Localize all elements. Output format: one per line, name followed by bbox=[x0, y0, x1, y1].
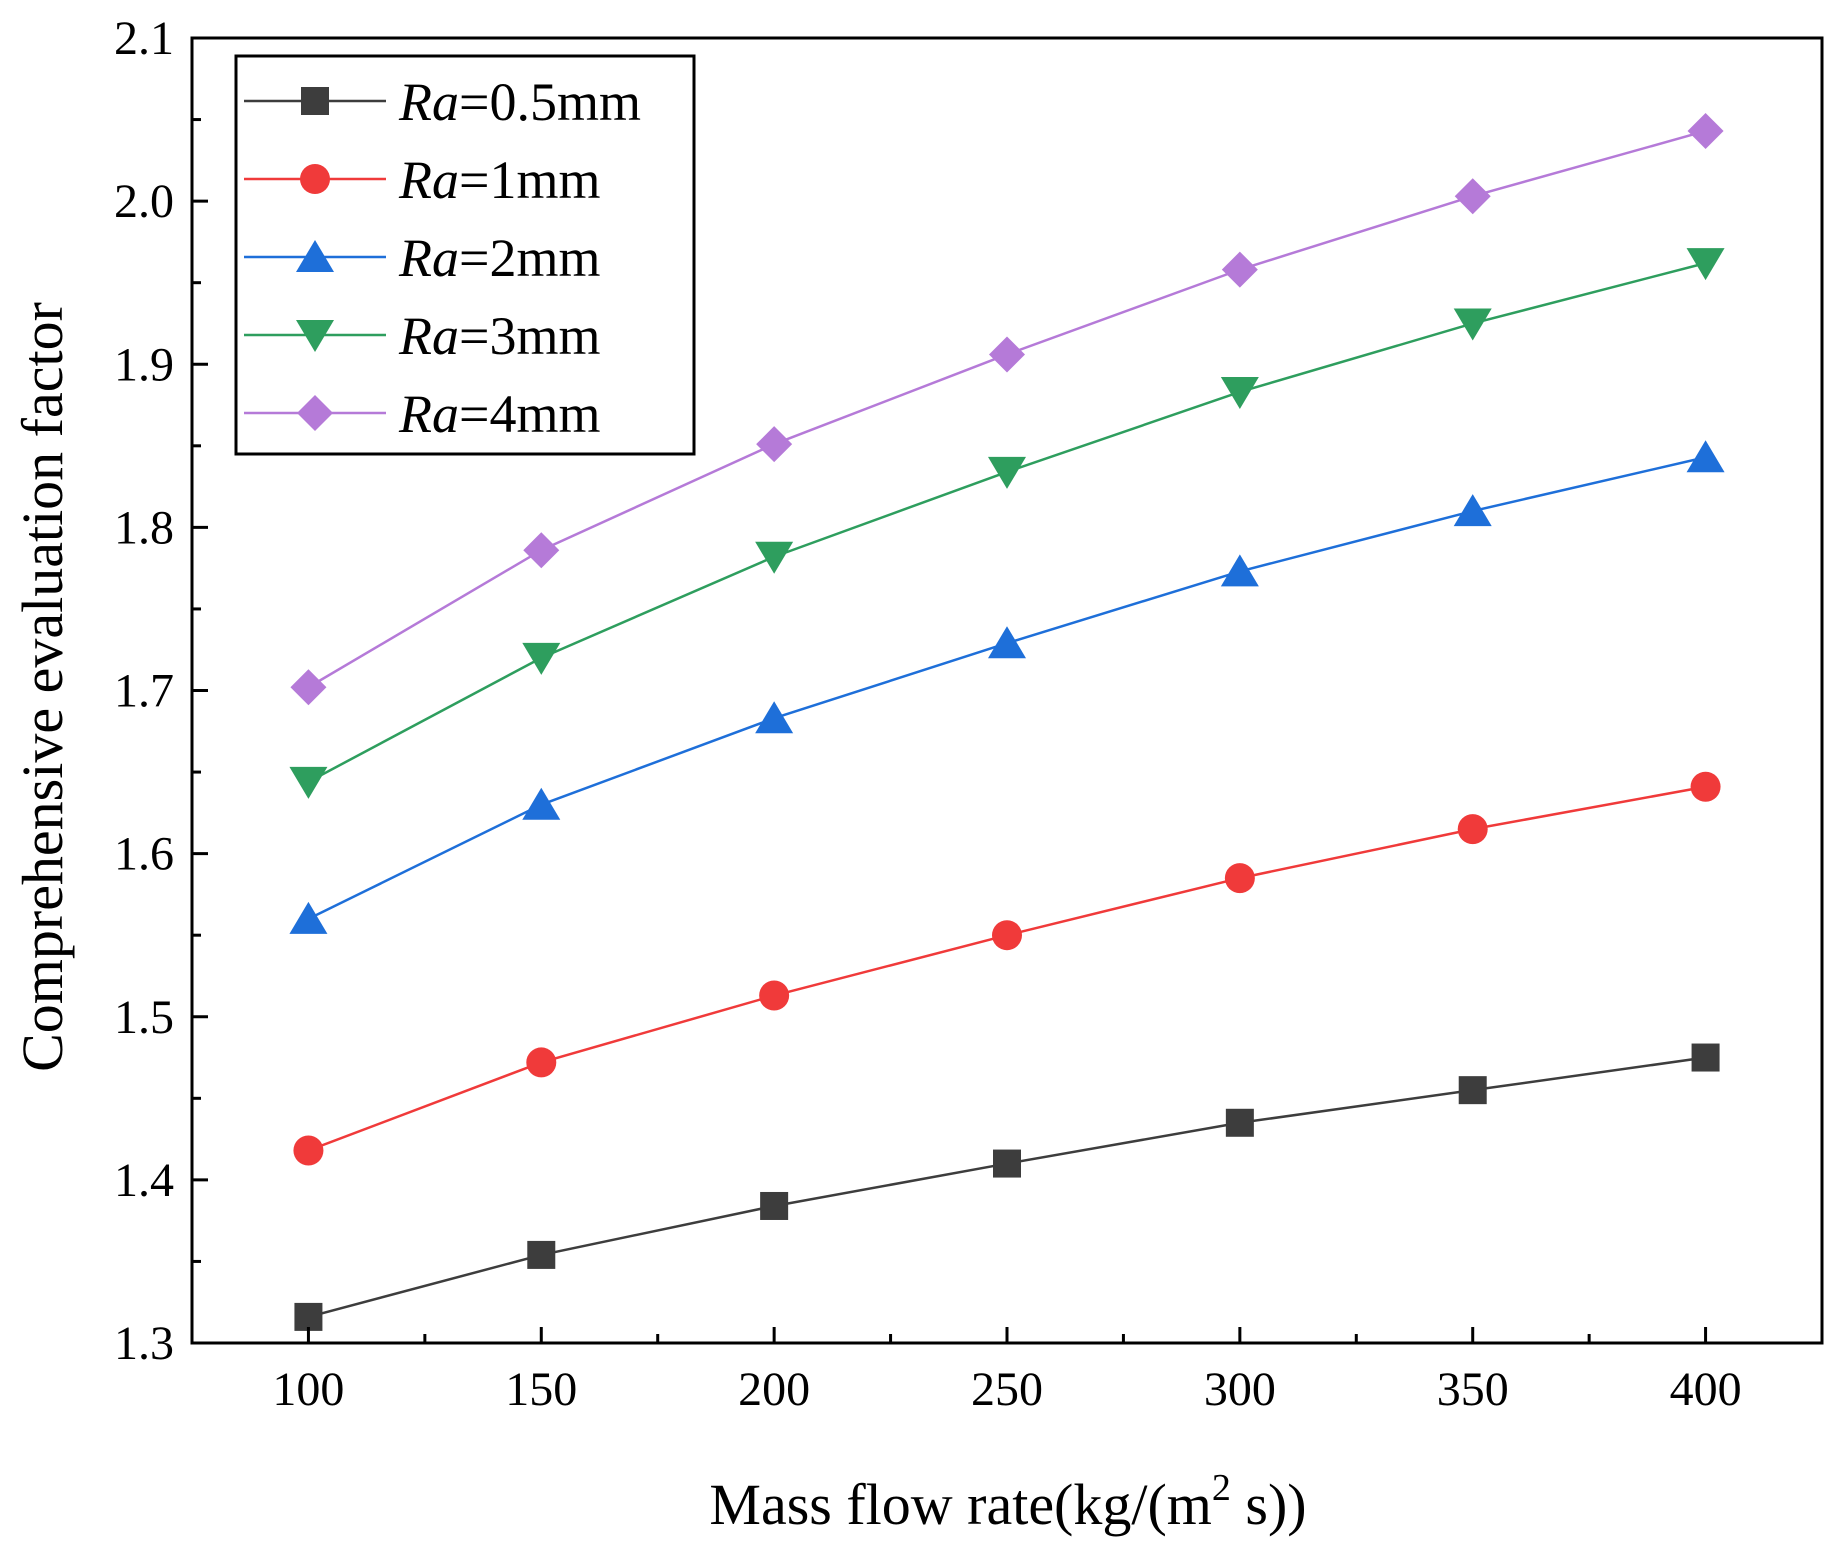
data-point bbox=[1686, 248, 1725, 281]
x-tick-label: 200 bbox=[738, 1363, 810, 1416]
x-tick-label: 350 bbox=[1437, 1363, 1509, 1416]
axes bbox=[190, 36, 1824, 1345]
legend-marker bbox=[301, 87, 329, 115]
data-point bbox=[755, 541, 794, 574]
x-axis-title-main: Mass flow rate(kg/(m bbox=[709, 1472, 1212, 1537]
data-point bbox=[988, 626, 1026, 659]
data-point bbox=[289, 766, 328, 799]
y-tick-label: 1.3 bbox=[114, 1317, 174, 1370]
legend-marker bbox=[297, 395, 333, 431]
data-point bbox=[1454, 178, 1491, 215]
data-point bbox=[526, 1047, 557, 1078]
data-point bbox=[1220, 376, 1259, 409]
tick-labels: 100 150 200 250 300 350 400 1.3 1.4 1.5 1.6 1.7 1.8 1… bbox=[114, 12, 1742, 1416]
data-point bbox=[756, 426, 793, 463]
legend-marker bbox=[296, 320, 334, 352]
data-point bbox=[527, 1240, 556, 1269]
data-point bbox=[1458, 1076, 1487, 1105]
x-axis-title-tail: s)) bbox=[1231, 1472, 1307, 1537]
data-point bbox=[1687, 112, 1724, 149]
data-point bbox=[988, 456, 1026, 489]
data-point bbox=[760, 1191, 789, 1220]
x-tick-label: 150 bbox=[505, 1363, 577, 1416]
series-markers bbox=[289, 112, 1725, 1331]
y-axis-title: Comprehensive evaluation factor bbox=[10, 302, 75, 1072]
data-point bbox=[293, 1135, 324, 1166]
legend-label-italic: Ra bbox=[398, 228, 459, 288]
data-point bbox=[522, 642, 561, 675]
data-point bbox=[294, 1302, 323, 1331]
data-point bbox=[290, 669, 327, 706]
data-point bbox=[1690, 771, 1721, 802]
x-tick-label: 300 bbox=[1204, 1363, 1276, 1416]
legend-label-rest: =4mm bbox=[459, 384, 600, 444]
x-tick-label: 100 bbox=[272, 1363, 344, 1416]
legend-label: Ra=2mm bbox=[398, 228, 600, 288]
data-point bbox=[289, 901, 328, 934]
data-point bbox=[1220, 554, 1259, 587]
data-point bbox=[1691, 1043, 1720, 1072]
legend-label-rest: =3mm bbox=[459, 306, 600, 366]
legend-label: Ra=4mm bbox=[398, 384, 600, 444]
legend-label-italic: Ra bbox=[398, 306, 459, 366]
x-axis-title-superscript: 2 bbox=[1212, 1467, 1231, 1509]
legend-marker bbox=[296, 240, 334, 272]
data-point bbox=[1224, 863, 1255, 894]
data-point bbox=[759, 980, 790, 1011]
data-point bbox=[989, 336, 1025, 373]
legend-label: Ra=1mm bbox=[398, 150, 600, 210]
data-point bbox=[1686, 440, 1725, 473]
legend-label-rest: =2mm bbox=[459, 228, 600, 288]
series-line bbox=[308, 1056, 1706, 1319]
y-tick-label: 1.8 bbox=[114, 501, 174, 554]
x-tick-label: 400 bbox=[1670, 1363, 1742, 1416]
data-point bbox=[992, 920, 1022, 951]
data-point bbox=[1457, 814, 1488, 845]
legend-label-italic: Ra bbox=[398, 72, 459, 132]
x-axis-title: Mass flow rate(kg/(m2 s)) bbox=[709, 1467, 1306, 1537]
legend-label-italic: Ra bbox=[398, 384, 459, 444]
y-tick-label: 2.0 bbox=[114, 175, 174, 228]
legend-label-italic: Ra bbox=[398, 150, 459, 210]
series-line bbox=[307, 456, 1706, 920]
y-tick-label: 1.9 bbox=[114, 338, 174, 391]
y-tick-label: 1.4 bbox=[114, 1154, 174, 1207]
data-point bbox=[993, 1149, 1021, 1178]
data-point bbox=[1453, 494, 1492, 527]
data-point bbox=[522, 787, 561, 820]
y-tick-label: 1.7 bbox=[114, 665, 174, 718]
data-point bbox=[1453, 308, 1492, 341]
data-point bbox=[523, 532, 560, 569]
data-point bbox=[1225, 1108, 1254, 1137]
data-point bbox=[755, 701, 794, 734]
data-point bbox=[1221, 251, 1258, 288]
legend-label-rest: =1mm bbox=[459, 150, 600, 210]
legend-label: Ra=3mm bbox=[398, 306, 600, 366]
legend-marker bbox=[300, 164, 330, 194]
y-tick-label: 1.6 bbox=[114, 828, 174, 881]
y-tick-label: 1.5 bbox=[114, 991, 174, 1044]
x-tick-label: 250 bbox=[971, 1363, 1043, 1416]
y-tick-label: 2.1 bbox=[114, 12, 174, 65]
series-line bbox=[307, 785, 1706, 1152]
legend-label-rest: =0.5mm bbox=[459, 72, 641, 132]
legend-label: Ra=0.5mm bbox=[398, 72, 641, 132]
